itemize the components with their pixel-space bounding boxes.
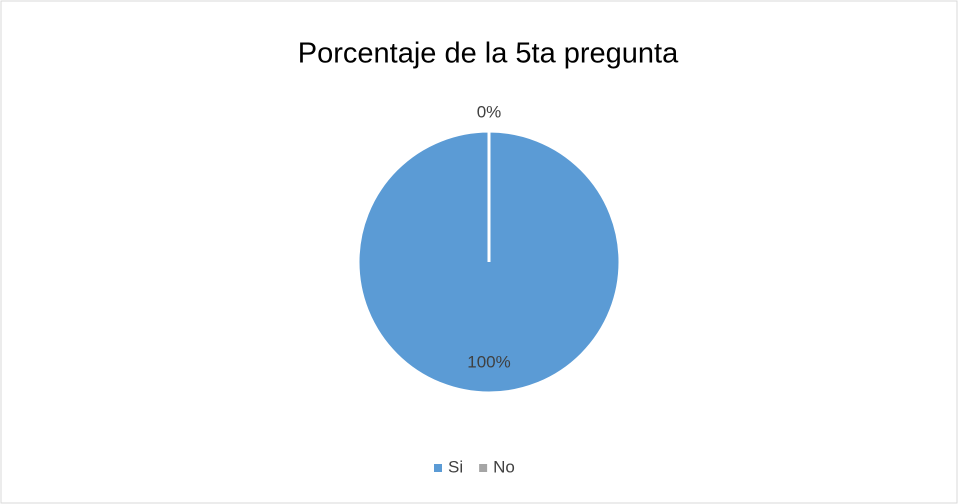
chart-title: Porcentaje de la 5ta pregunta bbox=[298, 38, 679, 70]
data-label: 0% bbox=[477, 102, 502, 121]
legend-swatch bbox=[479, 464, 488, 472]
legend-swatch bbox=[434, 464, 442, 472]
legend-label: No bbox=[493, 457, 515, 476]
legend-label: Si bbox=[448, 457, 463, 476]
data-label: 100% bbox=[467, 352, 510, 371]
